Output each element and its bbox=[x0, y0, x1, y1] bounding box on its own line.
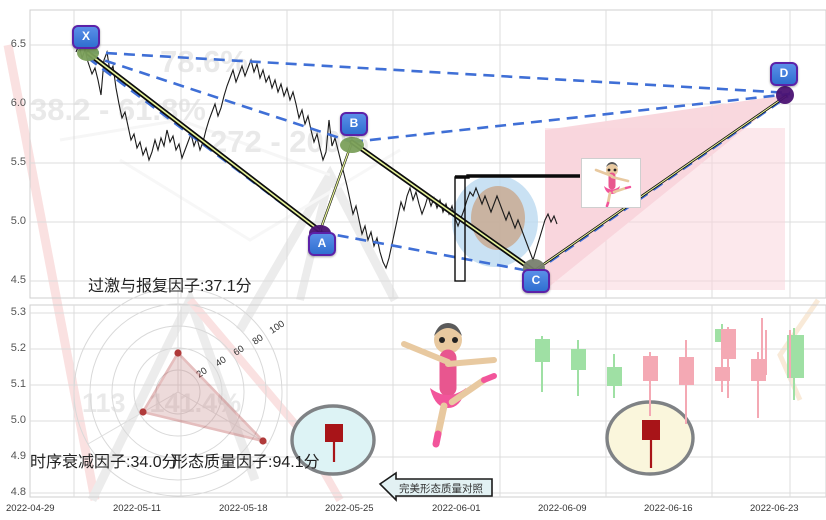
pattern-label-d[interactable]: D bbox=[770, 62, 798, 86]
reversal-callout-box bbox=[454, 174, 580, 282]
xtick-6: 2022-06-16 bbox=[644, 503, 693, 514]
pattern-label-a[interactable]: A bbox=[308, 232, 336, 256]
ballerina-thumbnail[interactable] bbox=[581, 158, 641, 208]
price-series bbox=[75, 43, 558, 270]
quality-radar-chart: 20 40 60 80 100 bbox=[73, 287, 287, 497]
ytick-ind-5-0: 5.0 bbox=[10, 414, 26, 426]
pattern-label-b[interactable]: B bbox=[340, 112, 368, 136]
xtick-3: 2022-05-25 bbox=[325, 503, 374, 514]
radar-tick-60: 60 bbox=[232, 343, 247, 358]
radar-vertex-overreaction bbox=[174, 349, 182, 357]
xtick-4: 2022-06-01 bbox=[432, 503, 481, 514]
ytick-ind-4-8: 4.8 bbox=[10, 486, 26, 498]
fib-line-1 bbox=[87, 50, 791, 95]
ballerina-large-icon bbox=[390, 318, 510, 448]
factor-decay-label: 时序衰减因子:34.0分 bbox=[30, 454, 178, 471]
xtick-0: 2022-04-29 bbox=[6, 503, 55, 514]
pattern-nodes bbox=[77, 45, 794, 277]
reference-candle-left bbox=[290, 404, 376, 476]
factor-overreaction-label: 过激与报复因子:37.1分 bbox=[88, 278, 252, 295]
radar-tick-80: 80 bbox=[251, 332, 266, 347]
candlestick-series bbox=[535, 318, 804, 424]
xtick-7: 2022-06-23 bbox=[750, 503, 799, 514]
ballerina-icon bbox=[594, 162, 632, 208]
radar-tick-100: 100 bbox=[268, 318, 287, 336]
pattern-label-c[interactable]: C bbox=[522, 269, 550, 293]
radar-polygon bbox=[140, 350, 268, 444]
ytick-price-4-5: 4.5 bbox=[10, 274, 26, 286]
radar-tick-40: 40 bbox=[214, 354, 229, 369]
ytick-price-6-0: 6.0 bbox=[10, 97, 26, 109]
radar-tick-20: 20 bbox=[195, 365, 210, 380]
prz-zone bbox=[545, 95, 785, 290]
radar-vertex-decay bbox=[139, 408, 147, 416]
node-d bbox=[776, 86, 794, 104]
xabcd-pattern bbox=[85, 50, 788, 274]
node-b bbox=[340, 137, 364, 153]
callout-arrow-label: 完美形态质量对照 bbox=[399, 483, 483, 495]
ytick-ind-5-3: 5.3 bbox=[10, 306, 26, 318]
ytick-price-5-5: 5.5 bbox=[10, 156, 26, 168]
factor-quality-label: 形态质量因子:94.1分 bbox=[172, 454, 320, 471]
ytick-price-6-5: 6.5 bbox=[10, 38, 26, 50]
ytick-ind-5-1: 5.1 bbox=[10, 378, 26, 390]
radar-vertex-quality bbox=[259, 437, 267, 445]
ytick-ind-4-9: 4.9 bbox=[10, 450, 26, 462]
ytick-ind-5-2: 5.2 bbox=[10, 342, 26, 354]
xtick-5: 2022-06-09 bbox=[538, 503, 587, 514]
xtick-1: 2022-05-11 bbox=[113, 503, 161, 514]
ytick-price-5-0: 5.0 bbox=[10, 215, 26, 227]
node-x bbox=[77, 45, 99, 61]
callout-arrow bbox=[378, 471, 493, 502]
pattern-label-x[interactable]: X bbox=[72, 25, 100, 49]
xtick-2: 2022-05-18 bbox=[219, 503, 268, 514]
